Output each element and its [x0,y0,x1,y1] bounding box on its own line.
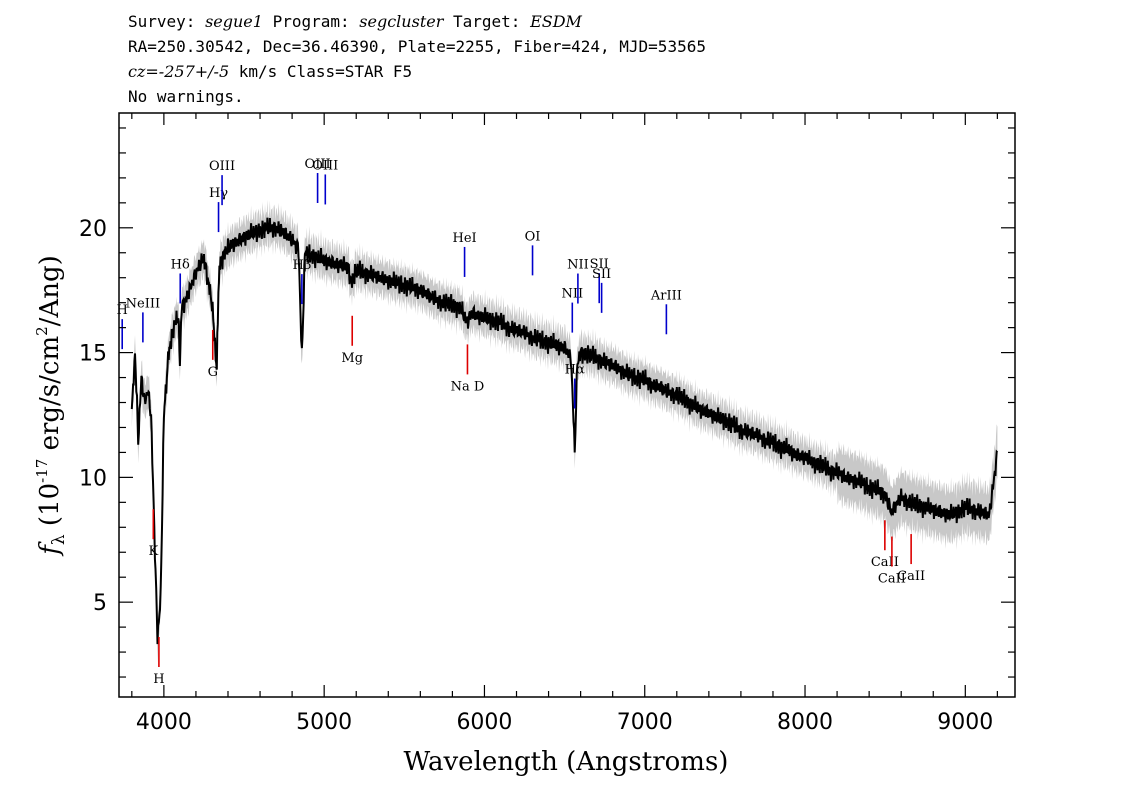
absorption-line-label: G [208,365,218,380]
target-value: ESDM [530,12,582,31]
cz-value: -257+/-5 [158,62,230,81]
emission-line-label: NeIII [126,296,160,311]
plot-frame [118,112,1016,698]
emission-line-label: Hα [565,363,585,378]
header-line-1: Survey: segue1 Program: segcluster Targe… [128,12,582,32]
absorption-line-label: CaII [897,569,925,584]
y-tick-label: 10 [79,466,107,491]
y-tick-label: 15 [79,342,107,367]
flux-layer [130,217,999,645]
target-label: Target: [453,12,521,31]
emission-line-label: SII [592,267,611,282]
emission-line-label: Hδ [171,257,190,272]
absorption-line-label: CaII [878,572,906,587]
y-tick-label: 5 [93,591,107,616]
flux-series-line [130,217,999,645]
emission-line-label: H [117,303,128,318]
absorption-line-label: CaII [871,555,899,570]
x-tick-label: 8000 [777,710,833,735]
x-tick-label: 9000 [937,710,993,735]
x-tick-label: 7000 [617,710,673,735]
program-value: segcluster [359,12,444,31]
absorption-line-label: Na D [451,379,485,394]
x-tick-label: 4000 [136,710,192,735]
cz-class-text: km/s Class=STAR F5 [229,62,413,81]
header-warnings: No warnings. [128,87,244,106]
emission-line-label: Hβ [292,258,311,273]
absorption-line-label: H [153,672,164,687]
emission-line-label: ArIII [650,288,682,303]
axes-layer: 4000 5000 6000 7000 8000 9000 5 10 15 20 [79,112,1016,735]
emission-line-label: SII [590,257,609,272]
header-line-2: RA=250.30542, Dec=36.46390, Plate=2255, … [128,37,706,56]
emission-line-label: OIII [209,159,235,174]
emission-line-label: NII [561,287,583,302]
absorption-line-label: K [148,544,158,559]
x-tick-label: 5000 [296,710,352,735]
header-line-3: cz=-257+/-5 km/s Class=STAR F5 [128,62,412,82]
emission-line-label: Hγ [209,186,228,201]
emission-line-label: OIII [312,158,338,173]
survey-label: Survey: [128,12,196,31]
y-axis-title: fλ (10-17 erg/s/cm2/Ang) [33,255,69,557]
emission-line-label: OIII [305,157,331,172]
program-label: Program: [272,12,350,31]
emission-line-label: OI [525,229,541,244]
error-band [131,199,998,663]
x-axis-title: Wavelength (Angstroms) [404,747,729,777]
absorption-line-label: Mg [341,351,363,366]
emission-line-label: NII [567,258,589,273]
error-band-layer [131,199,998,663]
x-tick-label: 6000 [456,710,512,735]
survey-value: segue1 [205,12,263,31]
y-tick-label: 20 [79,217,107,242]
emission-line-label: HeI [452,231,476,246]
cz-label: cz= [128,62,159,81]
